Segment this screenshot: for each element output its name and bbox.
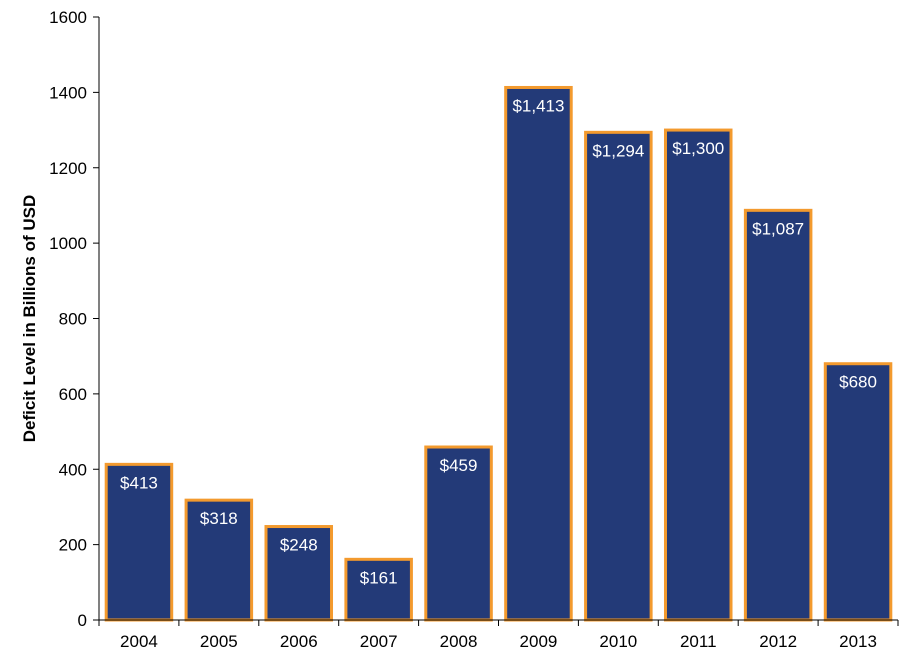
x-axis-ticks: 2004 2005 2006 2007 2008 2009 2010 2011 2012 2013 — [98, 620, 899, 651]
y-axis-ticks: 0 200 400 600 800 1000 1200 1400 1600 — [49, 8, 99, 630]
bar-2009 — [504, 85, 573, 622]
bar-value-label: $680 — [839, 373, 877, 392]
x-tick-label: 2006 — [280, 632, 318, 651]
bar-2005 — [184, 498, 254, 622]
x-tick-label: 2008 — [440, 632, 478, 651]
y-tick-label: 1000 — [49, 234, 87, 253]
bar-value-label: $161 — [360, 568, 398, 587]
bars-group — [104, 85, 893, 622]
y-tick-label: 400 — [59, 460, 87, 479]
bar-2006 — [264, 525, 334, 622]
x-tick-label: 2012 — [759, 632, 797, 651]
x-tick-label: 2010 — [599, 632, 637, 651]
bar-2013 — [823, 362, 893, 622]
bar-2012 — [743, 208, 813, 622]
bar-value-label: $459 — [440, 456, 478, 475]
x-tick-label: 2004 — [120, 632, 158, 651]
x-tick-label: 2007 — [360, 632, 398, 651]
bar-value-label: $413 — [120, 473, 158, 492]
y-tick-label: 1200 — [49, 159, 87, 178]
y-tick-label: 200 — [59, 536, 87, 555]
y-tick-label: 1400 — [49, 83, 87, 102]
bar-value-labels: $413 $318 $248 $161 $459 $1,413 $1,294 $1,300 $1… — [120, 96, 877, 587]
y-tick-label: 1600 — [49, 8, 87, 27]
x-tick-label: 2005 — [200, 632, 238, 651]
bar-value-label: $1,087 — [752, 219, 804, 238]
bar-2008 — [424, 445, 493, 622]
bar-value-label: $1,300 — [672, 139, 724, 158]
bar-2010 — [584, 130, 653, 622]
x-tick-label: 2009 — [520, 632, 558, 651]
bar-value-label: $248 — [280, 536, 318, 555]
bar-value-label: $318 — [200, 509, 238, 528]
bar-2011 — [663, 128, 733, 622]
bar-value-label: $1,294 — [592, 141, 644, 160]
y-tick-label: 600 — [59, 385, 87, 404]
y-axis-title: Deficit Level in Billions of USD — [20, 195, 39, 442]
y-tick-label: 0 — [78, 611, 87, 630]
bar-value-label: $1,413 — [512, 96, 564, 115]
y-tick-label: 800 — [59, 310, 87, 329]
x-tick-label: 2013 — [839, 632, 877, 651]
x-tick-label: 2011 — [680, 632, 717, 651]
